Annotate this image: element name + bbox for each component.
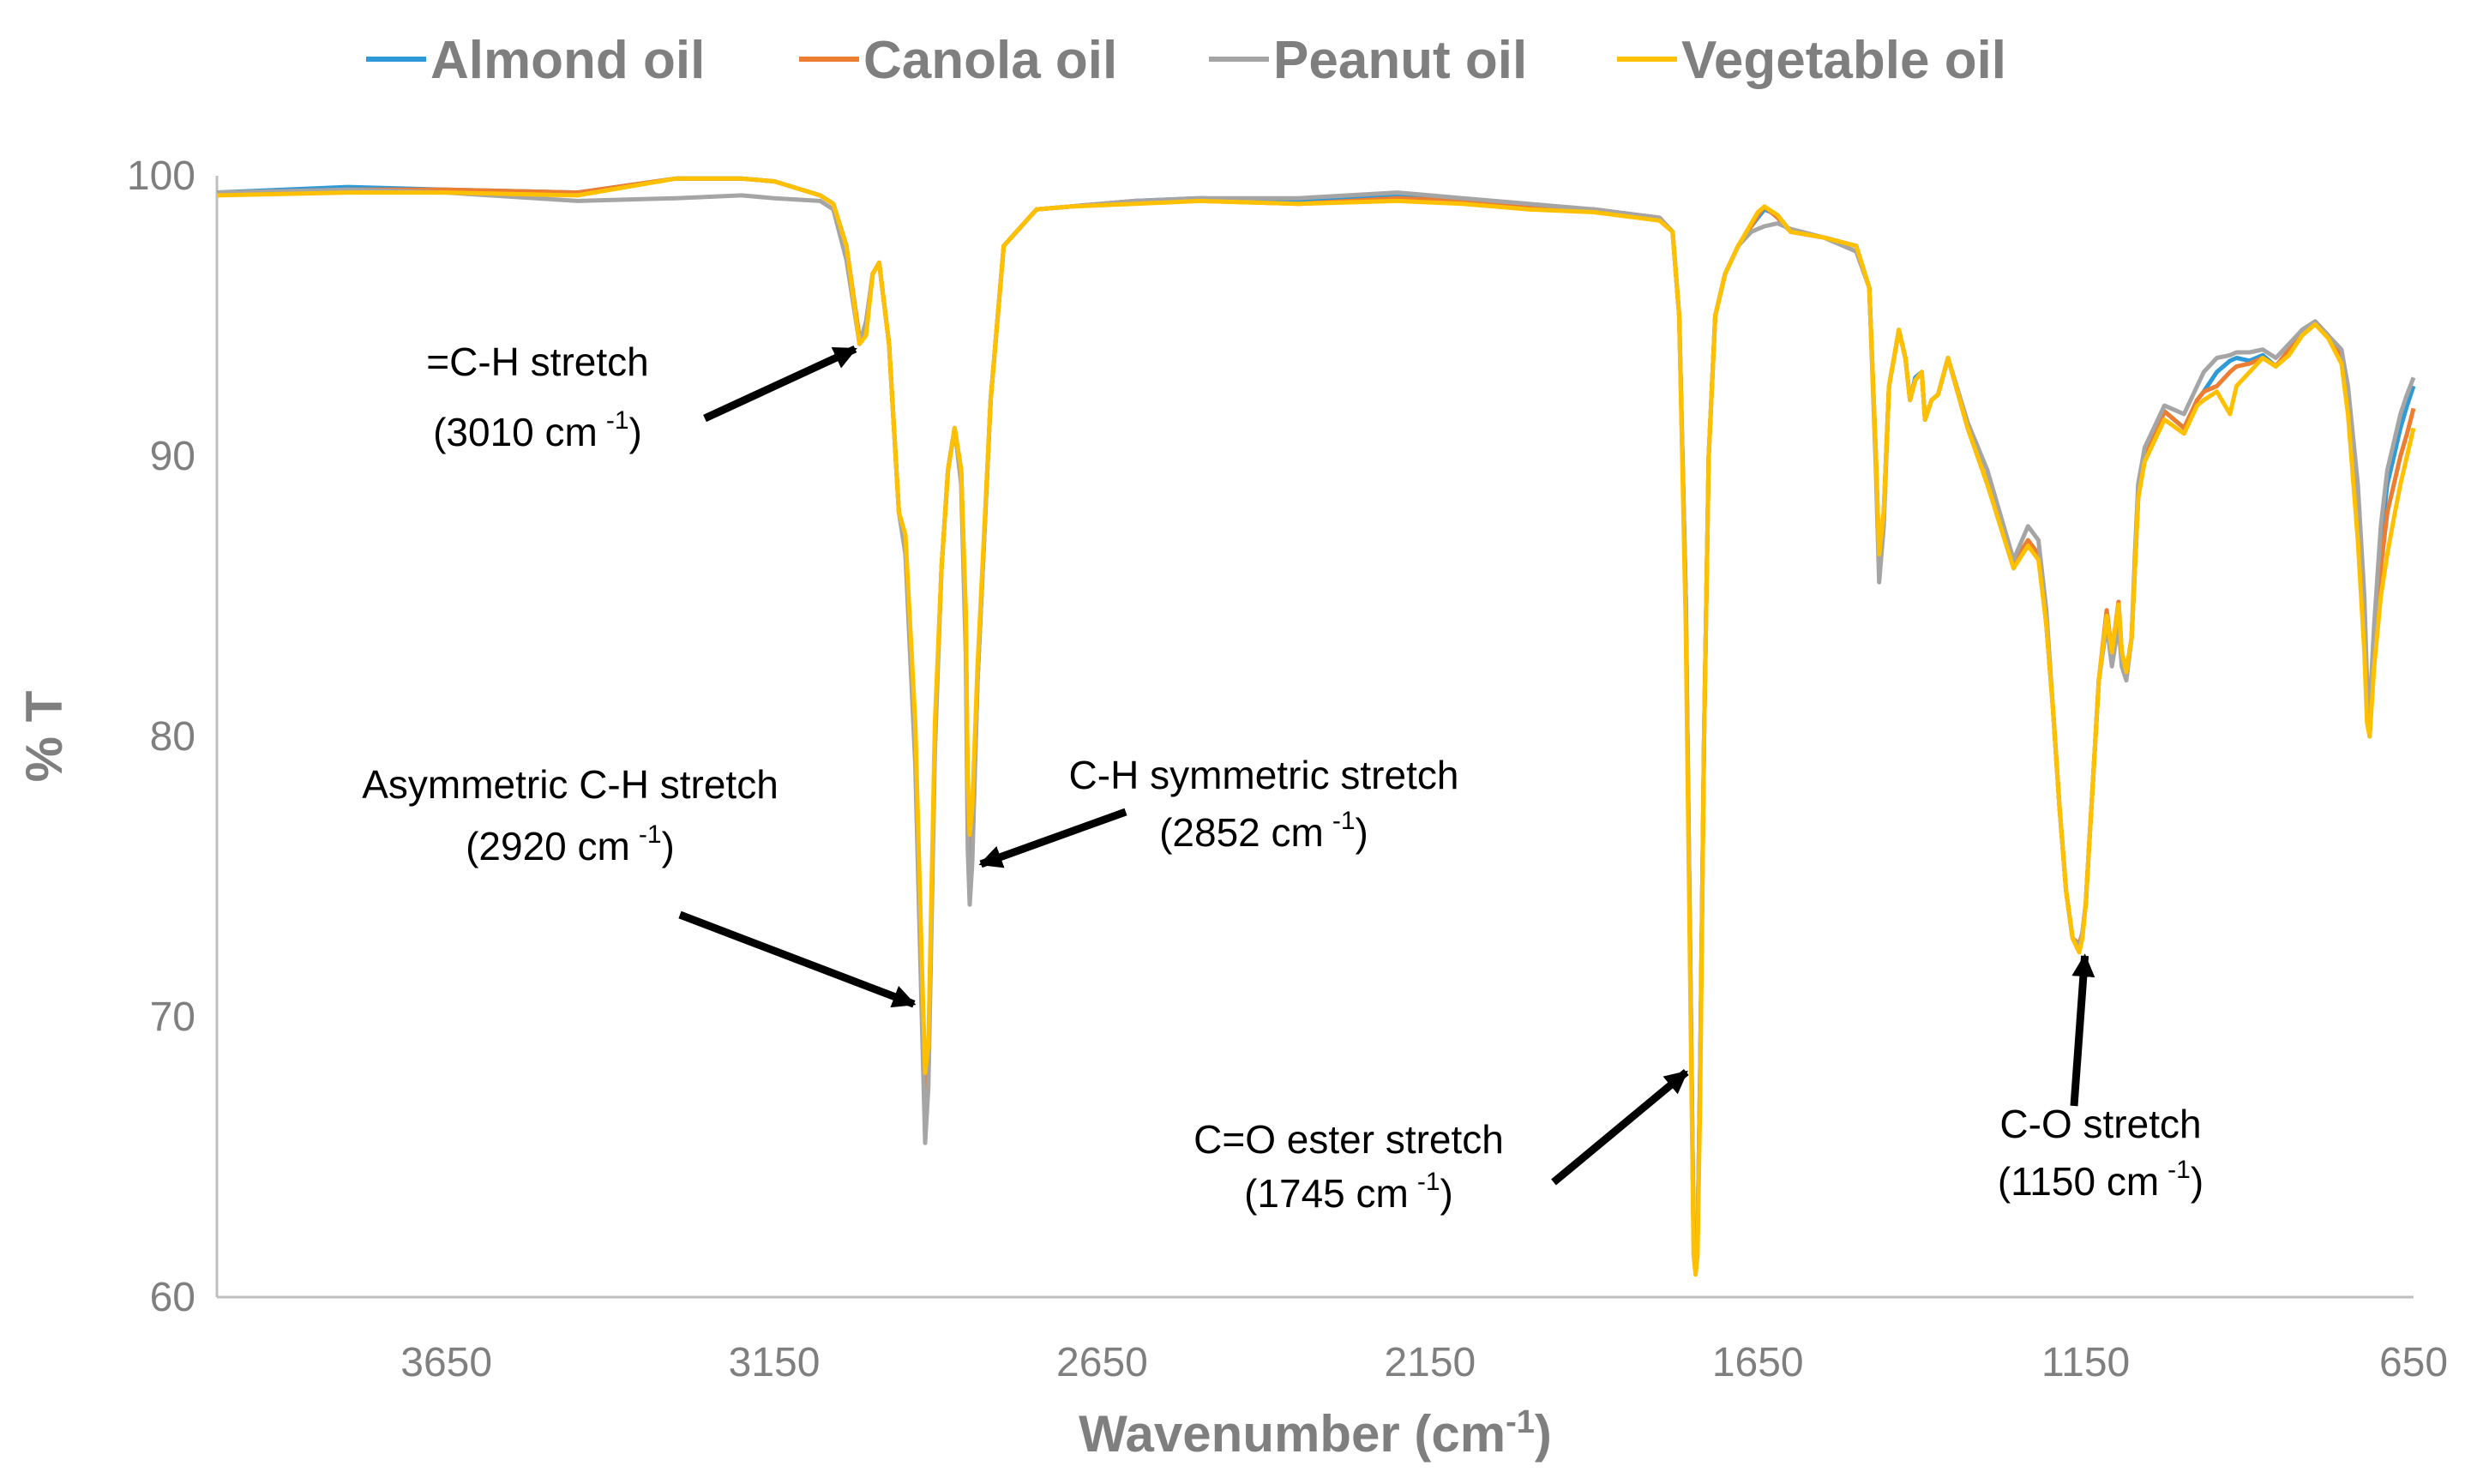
- series-line-vegetable-oil: [216, 176, 2416, 1277]
- annotations: =C-H stretch (3010 cm -1) Asymmetric C-H …: [362, 339, 2203, 1216]
- x-tick-label: 2650: [1056, 1340, 1148, 1385]
- x-tick-label: 1150: [2041, 1340, 2130, 1385]
- y-tick-label: 90: [150, 434, 195, 479]
- arrow-ch-stretch: [703, 345, 857, 423]
- legend-label-canola: Canola oil: [863, 31, 1117, 90]
- x-tick-label: 2150: [1384, 1340, 1476, 1385]
- x-tick-label: 3650: [400, 1340, 492, 1385]
- y-tick-label: 80: [150, 714, 195, 760]
- y-axis-title: % T: [15, 691, 73, 783]
- y-tick-label: 70: [150, 994, 195, 1040]
- arrow-co-ester: [1551, 1069, 1689, 1186]
- arrow-c-o: [2070, 953, 2095, 1107]
- annotation-c-o-line2: (1150 cm -1): [1998, 1156, 2203, 1204]
- x-axis-title-main: Wavenumber (cm: [1079, 1405, 1506, 1463]
- annotation-c-o-line1: C-O stretch: [1999, 1102, 2201, 1146]
- y-tick-label: 60: [150, 1275, 195, 1320]
- annotation-co-ester-line1: C=O ester stretch: [1193, 1117, 1504, 1162]
- series-lines: [216, 176, 2416, 1277]
- annotation-arrows: [678, 345, 2095, 1186]
- x-axis-title-sup: -1: [1506, 1404, 1535, 1440]
- annotation-sym-ch-line1: C-H symmetric stretch: [1069, 753, 1459, 797]
- annotation-asym-ch-line1: Asymmetric C-H stretch: [362, 762, 779, 807]
- x-axis-title-close: ): [1535, 1405, 1552, 1463]
- x-tick-label: 3150: [729, 1340, 821, 1385]
- y-tick-label: 100: [127, 153, 195, 199]
- x-tick-label: 650: [2379, 1340, 2448, 1385]
- annotation-co-ester-line2: (1745 cm -1): [1244, 1168, 1453, 1216]
- arrow-asym-ch: [678, 910, 917, 1008]
- x-axis-ticks: 3650 3150 2650 2150 1650 1150 650: [400, 1340, 2448, 1385]
- y-axis-ticks: 60 70 80 90 100: [127, 153, 195, 1320]
- legend-label-vegetable: Vegetable oil: [1681, 31, 2006, 90]
- legend: Almond oil Canola oil Peanut oil Vegetab…: [366, 31, 2006, 90]
- legend-label-almond: Almond oil: [430, 31, 705, 90]
- annotation-sym-ch-line2: (2852 cm -1): [1159, 807, 1368, 855]
- annotation-asym-ch-line2: (2920 cm -1): [466, 820, 675, 868]
- x-axis-title: Wavenumber (cm-1): [1079, 1404, 1552, 1463]
- annotation-ch-stretch-line2: (3010 cm -1): [433, 406, 642, 454]
- annotation-ch-stretch-line1: =C-H stretch: [426, 339, 648, 384]
- arrow-sym-ch: [978, 808, 1127, 868]
- legend-label-peanut: Peanut oil: [1273, 31, 1527, 90]
- x-tick-label: 1650: [1712, 1340, 1804, 1385]
